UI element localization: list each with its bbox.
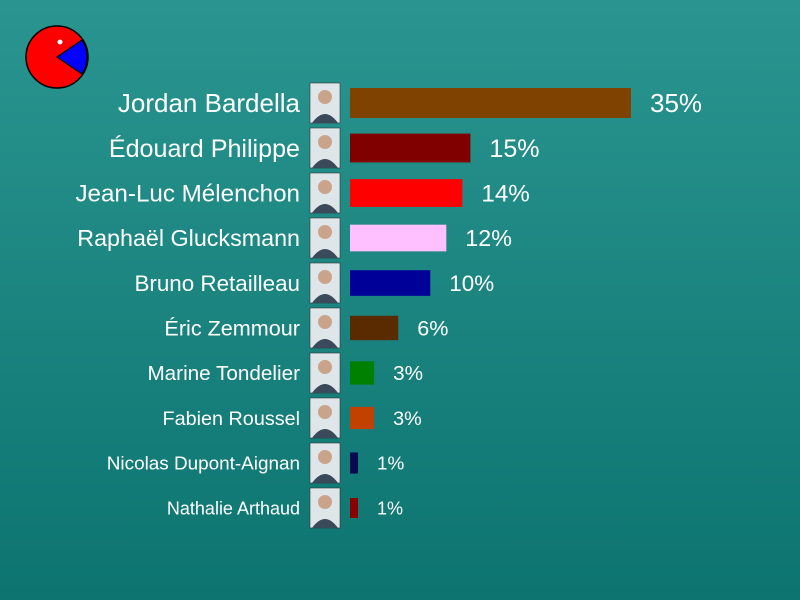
candidate-name-label: Marine Tondelier <box>147 362 300 385</box>
bar-value-label: 10% <box>449 271 494 296</box>
bar <box>350 270 431 296</box>
candidate-name-label: Édouard Philippe <box>109 134 300 163</box>
candidate-name-label: Jordan Bardella <box>118 88 301 118</box>
candidate-name-label: Nathalie Arthaud <box>167 498 300 518</box>
bar-value-label: 3% <box>393 362 423 385</box>
bar <box>350 315 399 341</box>
candidate-name-label: Éric Zemmour <box>164 316 300 341</box>
bar-value-label: 1% <box>377 454 405 475</box>
bar-value-label: 3% <box>393 408 422 430</box>
bar <box>350 406 375 430</box>
candidate-portrait <box>309 442 341 484</box>
candidate-portrait <box>309 217 341 259</box>
candidate-portrait <box>309 352 341 394</box>
candidate-name-label: Bruno Retailleau <box>134 271 300 296</box>
bar-value-label: 12% <box>465 225 512 251</box>
candidate-name-label: Jean-Luc Mélenchon <box>75 180 300 207</box>
candidate-name-label: Nicolas Dupont-Aignan <box>107 454 300 475</box>
bar <box>350 452 358 474</box>
candidate-name-label: Raphaël Glucksmann <box>77 225 300 251</box>
bar <box>350 498 358 518</box>
bar <box>350 88 631 118</box>
bar <box>350 361 375 385</box>
candidate-portrait <box>309 307 341 349</box>
bar-value-label: 14% <box>481 180 529 207</box>
pie-chart-logo-icon <box>25 25 89 89</box>
candidate-portrait <box>309 127 341 169</box>
bar-value-label: 15% <box>489 135 539 163</box>
bar-value-label: 1% <box>377 498 403 518</box>
candidate-portrait <box>309 487 341 529</box>
candidate-portrait <box>309 397 341 439</box>
bar-value-label: 35% <box>650 88 702 118</box>
bar <box>350 133 471 163</box>
bar-value-label: 6% <box>417 316 448 341</box>
bar <box>350 179 463 207</box>
candidate-portrait <box>309 82 341 124</box>
candidate-name-label: Fabien Roussel <box>163 408 300 430</box>
candidate-portrait <box>309 172 341 214</box>
candidate-portrait <box>309 262 341 304</box>
bar <box>350 224 447 252</box>
